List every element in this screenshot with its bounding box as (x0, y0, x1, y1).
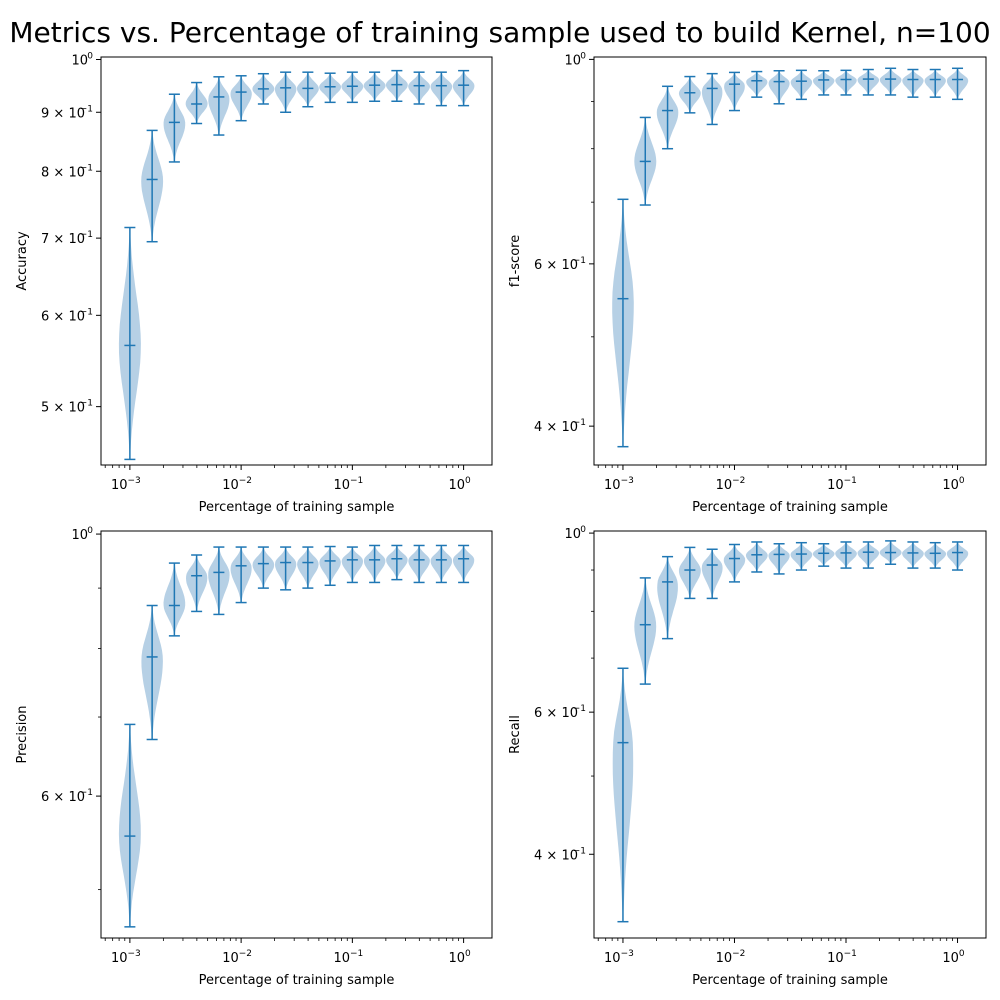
x-tick-label: 10−2 (222, 949, 252, 966)
x-axis-label: Percentage of training sample (692, 973, 888, 988)
y-tick-label: 6 × 10 (41, 790, 85, 805)
y-tick-label: 7 × 10 (41, 232, 85, 247)
y-tick-exponent: −1 (80, 399, 93, 409)
y-tick-label: 5 × 10 (41, 401, 85, 416)
x-tick-label: 10−1 (827, 476, 857, 493)
y-tick-label: 10 (564, 527, 581, 542)
y-tick-label: 6 × 10 (534, 258, 578, 273)
x-tick-label: 100 (942, 949, 965, 966)
y-tick-exponent: −1 (80, 307, 93, 317)
y-tick-label: 10 (71, 528, 88, 543)
y-tick-label: 9 × 10 (41, 106, 85, 121)
y-axis-label: Precision (15, 705, 30, 763)
y-tick-exponent: −1 (573, 418, 586, 428)
subplot-precision: 10−3 10−2 10−1 100 6 × 10−1 10 0 Percentage of … (15, 526, 493, 988)
y-tick-label: 4 × 10 (534, 420, 578, 435)
x-axis-label: Percentage of training sample (692, 500, 888, 515)
y-tick-exponent: 0 (580, 525, 586, 535)
y-tick-exponent: 0 (87, 526, 93, 536)
y-tick-exponent: −1 (80, 788, 93, 798)
x-axis-label: Percentage of training sample (199, 973, 395, 988)
y-tick-exponent: −1 (573, 704, 586, 714)
axes-frame (593, 56, 987, 466)
y-tick-exponent: 0 (87, 51, 93, 61)
x-tick-label: 100 (942, 476, 965, 493)
x-tick-label: 10−1 (333, 476, 363, 493)
x-tick-label: 10−2 (716, 476, 746, 493)
x-axis-label: Percentage of training sample (199, 500, 395, 515)
y-tick-label: 10 (564, 53, 581, 68)
y-tick-exponent: −1 (573, 256, 586, 266)
x-tick-label: 10−1 (827, 949, 857, 966)
y-tick-exponent: −1 (80, 104, 93, 114)
x-tick-label: 10−3 (111, 949, 141, 966)
x-tick-label: 10−3 (604, 476, 634, 493)
axes-frame (593, 530, 987, 939)
y-tick-exponent: −1 (80, 163, 93, 173)
y-tick-exponent: −1 (573, 846, 586, 856)
y-tick-exponent: −1 (80, 230, 93, 240)
x-tick-label: 10−2 (716, 949, 746, 966)
x-tick-label: 10−1 (333, 949, 363, 966)
x-tick-label: 10−2 (222, 476, 252, 493)
y-tick-label: 8 × 10 (41, 165, 85, 180)
axes-frame (100, 530, 493, 939)
y-axis-label: Recall (508, 715, 523, 754)
x-tick-label: 10−3 (604, 949, 634, 966)
x-tick-label: 10−3 (111, 476, 141, 493)
y-tick-label: 10 (71, 53, 88, 68)
y-tick-label: 6 × 10 (41, 309, 85, 324)
y-axis-label: Accuracy (15, 231, 30, 291)
y-tick-label: 6 × 10 (534, 706, 578, 721)
y-axis-label: f1-score (508, 235, 523, 287)
y-tick-exponent: 0 (580, 51, 586, 61)
y-tick-label: 4 × 10 (534, 848, 578, 863)
x-tick-label: 100 (448, 476, 471, 493)
axes-frame (100, 56, 493, 466)
x-tick-label: 100 (448, 949, 471, 966)
figure-title: Metrics vs. Percentage of training sampl… (9, 16, 990, 49)
